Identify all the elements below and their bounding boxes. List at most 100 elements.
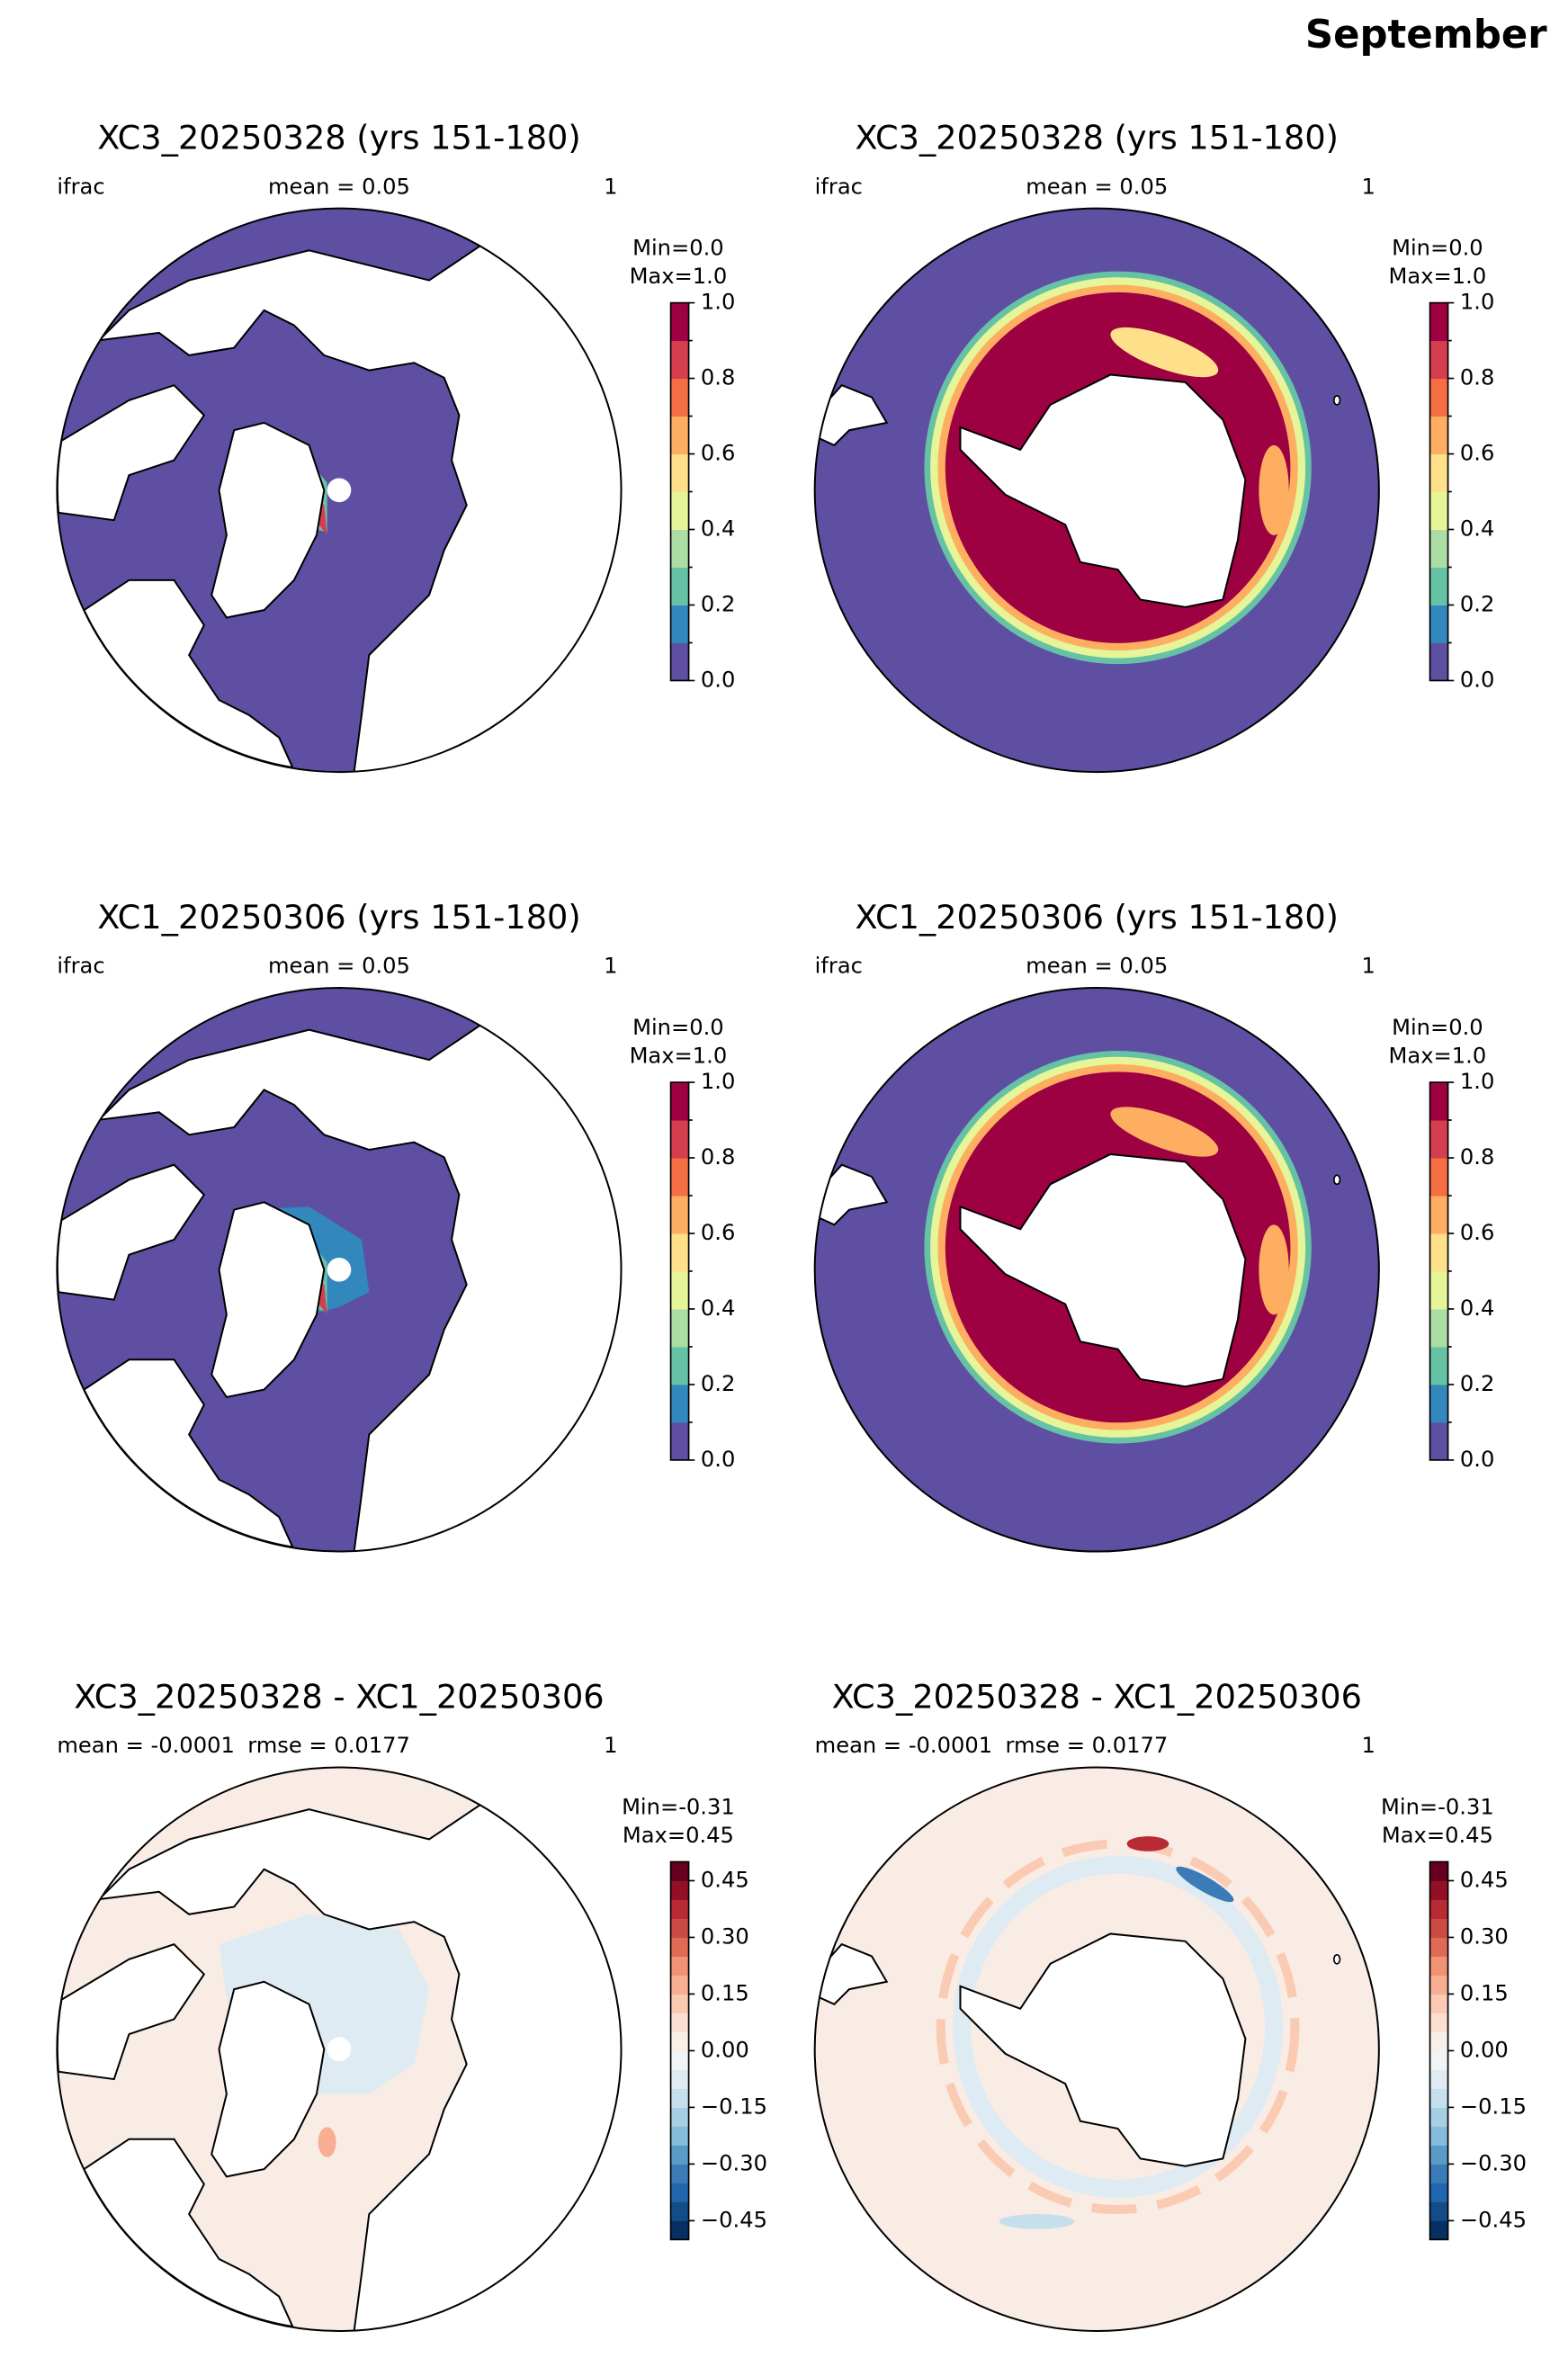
colorbar-segment bbox=[670, 1308, 689, 1348]
min-label: Min=0.0 bbox=[1392, 1015, 1483, 1040]
colorbar-segment bbox=[670, 567, 689, 605]
stat-label: mean = 0.05 bbox=[268, 954, 410, 979]
colorbar-tick-label: 0.30 bbox=[701, 1923, 749, 1949]
colorbar-segment bbox=[670, 2126, 689, 2146]
min-label: Min=-0.31 bbox=[1381, 1794, 1494, 1819]
colorbar-segment bbox=[670, 2107, 689, 2127]
colorbar-segment bbox=[1429, 1308, 1448, 1348]
land bbox=[211, 421, 326, 619]
sea-ice bbox=[1259, 1224, 1289, 1315]
map bbox=[56, 987, 623, 1553]
panel-title: XC3_20250328 (yrs 151-180) bbox=[856, 118, 1339, 157]
colorbar-segment bbox=[1429, 2069, 1448, 2089]
variable-label: ifrac bbox=[57, 174, 104, 199]
colorbar-segment bbox=[1429, 1975, 1448, 1995]
colorbar-segment bbox=[1429, 2201, 1448, 2221]
colorbar-segment bbox=[670, 1346, 689, 1385]
difference bbox=[999, 2214, 1075, 2229]
land bbox=[959, 1932, 1247, 2167]
colorbar-tick-label: 0.2 bbox=[701, 592, 735, 617]
colorbar-tick-label: 0.6 bbox=[1460, 1220, 1494, 1245]
colorbar-segment bbox=[1429, 453, 1448, 493]
colorbar-segment bbox=[670, 416, 689, 455]
sea-ice bbox=[1259, 444, 1289, 535]
colorbar-segment bbox=[670, 2201, 689, 2221]
panel-title: XC3_20250328 (yrs 151-180) bbox=[97, 118, 580, 157]
colorbar-tick-label: 0.2 bbox=[1460, 1371, 1494, 1396]
colorbar-tick-label: 0.30 bbox=[1460, 1923, 1509, 1949]
map-content bbox=[814, 988, 1379, 1552]
map bbox=[56, 1766, 623, 2333]
colorbar-tick-label: 0.00 bbox=[701, 2037, 749, 2062]
colorbar-tick-label: 0.0 bbox=[701, 667, 735, 692]
sea-ice bbox=[1110, 327, 1219, 378]
colorbar-tick-label: 0.45 bbox=[1460, 1867, 1509, 1892]
colorbar-segment bbox=[670, 1880, 689, 1900]
colorbar-segment bbox=[1429, 1937, 1448, 1957]
colorbar-segment bbox=[670, 1918, 689, 1938]
min-label: Min=0.0 bbox=[632, 1015, 724, 1040]
right-label: 1 bbox=[1361, 954, 1375, 979]
colorbar-segment bbox=[1429, 491, 1448, 531]
map-content bbox=[57, 208, 622, 773]
colorbar-segment bbox=[670, 491, 689, 531]
colorbar-tick-label: 0.4 bbox=[701, 1296, 735, 1321]
colorbar-segment bbox=[1429, 1082, 1448, 1121]
colorbar-segment bbox=[670, 2088, 689, 2108]
map-border bbox=[813, 987, 1380, 1553]
land bbox=[814, 1163, 889, 1226]
colorbar-segment bbox=[670, 1195, 689, 1234]
colorbar-segment bbox=[1429, 1956, 1448, 1976]
land bbox=[211, 1201, 326, 1399]
land bbox=[959, 1152, 1247, 1388]
panel-title: XC1_20250306 (yrs 151-180) bbox=[856, 898, 1339, 937]
min-label: Min=0.0 bbox=[632, 236, 724, 261]
colorbar-segment bbox=[670, 302, 689, 342]
colorbar-tick-label: 0.0 bbox=[1460, 667, 1494, 692]
colorbar-tick-label: 0.0 bbox=[701, 1447, 735, 1472]
colorbar-segment bbox=[670, 642, 689, 681]
map bbox=[813, 1766, 1380, 2333]
colorbar-segment bbox=[1429, 2145, 1448, 2165]
colorbar-segment bbox=[670, 2164, 689, 2183]
max-label: Max=0.45 bbox=[1382, 1823, 1493, 1848]
map bbox=[56, 207, 623, 774]
figure-title: September bbox=[1305, 13, 1547, 58]
colorbar-segment bbox=[1429, 1120, 1448, 1159]
colorbar-segment bbox=[1429, 2126, 1448, 2146]
right-label: 1 bbox=[1361, 1733, 1375, 1758]
colorbar-segment bbox=[670, 340, 689, 380]
colorbar-tick-label: 0.15 bbox=[1460, 1980, 1509, 2005]
colorbar-segment bbox=[1429, 1233, 1448, 1272]
colorbar-tick-label: 0.4 bbox=[1460, 1296, 1494, 1321]
colorbar-segment bbox=[670, 1082, 689, 1121]
colorbar-segment bbox=[1429, 2050, 1448, 2070]
colorbar-segment bbox=[1429, 1384, 1448, 1423]
island bbox=[1332, 395, 1341, 406]
colorbar-tick-label: 0.45 bbox=[701, 1867, 749, 1892]
colorbar-segment bbox=[670, 378, 689, 417]
variable-label: ifrac bbox=[815, 174, 863, 199]
stat-label: mean = 0.05 bbox=[1026, 174, 1168, 199]
colorbar-segment bbox=[1429, 567, 1448, 605]
land bbox=[959, 373, 1247, 608]
colorbar-tick-label: 0.8 bbox=[1460, 1144, 1494, 1170]
right-label: 1 bbox=[604, 954, 617, 979]
map-border bbox=[56, 207, 623, 774]
colorbar-segment bbox=[670, 1861, 689, 1881]
colorbar-tick-label: 0.2 bbox=[1460, 592, 1494, 617]
stat-label: rmse = 0.0177 bbox=[1006, 1733, 1169, 1758]
colorbar-segment bbox=[1429, 2164, 1448, 2183]
colorbar-segment bbox=[1429, 1346, 1448, 1385]
colorbar-segment bbox=[670, 605, 689, 643]
map-content bbox=[814, 1767, 1379, 2332]
colorbar-segment bbox=[670, 2183, 689, 2202]
stat-label: mean = -0.0001 bbox=[815, 1733, 992, 1758]
colorbar-tick-label: 0.6 bbox=[1460, 441, 1494, 466]
map bbox=[813, 987, 1380, 1553]
colorbar-tick-label: 0.8 bbox=[1460, 365, 1494, 390]
colorbar-segment bbox=[1429, 1421, 1448, 1461]
colorbar-tick-label: −0.15 bbox=[701, 2094, 767, 2119]
stat-label: mean = -0.0001 bbox=[57, 1733, 234, 1758]
